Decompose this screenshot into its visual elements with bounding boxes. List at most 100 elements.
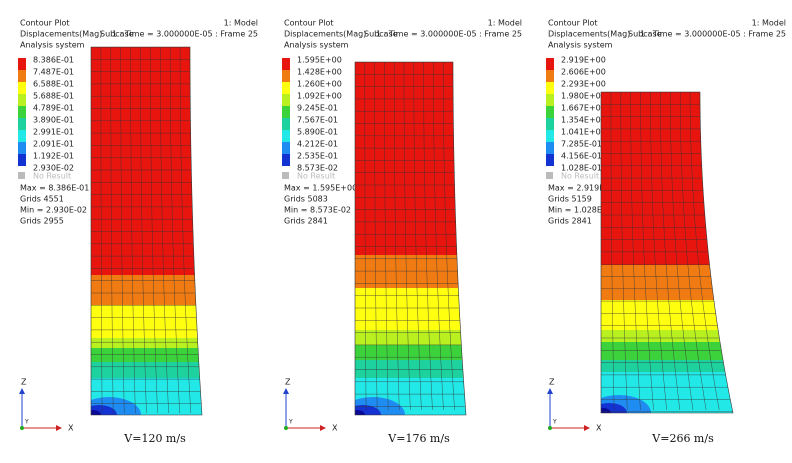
legend-swatch xyxy=(282,118,290,130)
legend-swatch xyxy=(546,106,554,118)
mesh-line xyxy=(364,62,367,411)
subcase: Subcase xyxy=(364,30,398,39)
stat: Grids 4551 xyxy=(20,195,64,204)
mesh-line xyxy=(170,47,180,414)
legend-label: 1.092E+00 xyxy=(297,92,342,101)
legend-swatch xyxy=(18,106,26,118)
legend-swatch xyxy=(282,154,290,166)
mesh-line xyxy=(179,47,191,414)
axis-x-head xyxy=(584,425,590,431)
contour-band xyxy=(601,92,733,266)
mesh-line xyxy=(384,62,389,411)
mesh-line xyxy=(433,62,444,411)
mesh-line xyxy=(640,92,654,411)
subcase: Subcase xyxy=(628,30,662,39)
mesh-line xyxy=(110,47,114,414)
legend-label: 4.156E-01 xyxy=(561,152,602,161)
result-type: Displacements(Mag) xyxy=(284,30,366,39)
mesh-line xyxy=(413,62,422,411)
axis-label-y: Y xyxy=(288,419,293,426)
legend-label: 2.930E-02 xyxy=(33,164,74,173)
system: Analysis system xyxy=(284,41,349,50)
mesh-line xyxy=(660,92,681,411)
stat: Grids 2841 xyxy=(284,217,328,226)
legend-label: 4.789E-01 xyxy=(33,104,74,113)
legend-swatch xyxy=(18,130,26,142)
axis-label-x: X xyxy=(332,424,338,433)
legend-label: 2.991E-01 xyxy=(33,128,74,137)
legend-label: 1.354E+00 xyxy=(561,116,606,125)
legend-swatch xyxy=(18,70,26,82)
axis-label-z: Z xyxy=(21,378,27,387)
legend-swatch xyxy=(546,94,554,106)
contour-band xyxy=(91,275,202,306)
legend-label: 1.428E+00 xyxy=(297,68,342,77)
legend-label: 2.091E-01 xyxy=(33,140,74,149)
contour-band xyxy=(91,338,202,349)
legend-swatch xyxy=(546,82,554,94)
stat: Min = 1.028E-01 xyxy=(548,206,615,215)
contour-band xyxy=(601,360,733,373)
contour-band xyxy=(355,345,466,361)
model-body xyxy=(91,47,202,415)
axis-label-x: X xyxy=(68,424,74,433)
legend-label: 9.245E-01 xyxy=(297,104,338,113)
legend-label: 7.487E-01 xyxy=(33,68,74,77)
legend-swatch xyxy=(282,142,290,154)
axis-origin xyxy=(20,426,24,430)
mesh-line xyxy=(403,62,411,411)
title: Contour Plot xyxy=(284,19,334,28)
panel: Contour Plot Displacements(Mag) Analysis s… xyxy=(18,19,258,445)
axis-label-z: Z xyxy=(285,378,291,387)
model: 1: Model xyxy=(488,19,522,28)
axis-x-head xyxy=(56,425,62,431)
no-result: No Result xyxy=(297,172,335,181)
axis-z-head xyxy=(19,388,25,394)
no-result: No Result xyxy=(561,172,599,181)
contour-band xyxy=(91,405,117,415)
axis-z-head xyxy=(283,388,289,394)
legend-label: 7.285E-01 xyxy=(561,140,602,149)
panel: Contour Plot Displacements(Mag) Analysis s… xyxy=(282,19,522,445)
mesh-line xyxy=(130,47,136,414)
stat: Max = 8.386E-01 xyxy=(20,184,89,193)
stat: Grids 5159 xyxy=(548,195,592,204)
title: Contour Plot xyxy=(548,19,598,28)
mesh-line xyxy=(630,92,641,411)
mesh-line xyxy=(689,92,720,411)
frame: 1 : Time = 3.000000E-05 : Frame 25 xyxy=(376,30,522,39)
axis-label-y: Y xyxy=(24,419,29,426)
legend-swatch xyxy=(282,94,290,106)
legend-swatch xyxy=(282,106,290,118)
contour-band xyxy=(91,305,202,339)
axis-origin xyxy=(284,426,288,430)
contour-band xyxy=(601,408,611,413)
legend-label: 1.041E+00 xyxy=(561,128,606,137)
axis-origin xyxy=(548,426,552,430)
mesh-line xyxy=(670,92,694,411)
legend-label: 6.588E-01 xyxy=(33,80,74,89)
legend-swatch xyxy=(282,58,290,70)
legend-swatch xyxy=(546,58,554,70)
model-body xyxy=(355,62,466,415)
panel: Contour Plot Displacements(Mag) Analysis s… xyxy=(546,19,786,445)
legend-label: 2.293E+00 xyxy=(561,80,606,89)
legend-label: 1.260E+00 xyxy=(297,80,342,89)
contour-band xyxy=(601,265,733,301)
mesh-line xyxy=(650,92,667,411)
contour-band xyxy=(355,62,466,256)
mesh-line xyxy=(140,47,147,414)
legend-swatch xyxy=(282,70,290,82)
axis-label-y: Y xyxy=(552,419,557,426)
result-type: Displacements(Mag) xyxy=(20,30,102,39)
contour-band xyxy=(355,255,466,289)
contour-band xyxy=(355,410,365,415)
contour-band xyxy=(355,330,466,346)
frame: 1 : Time = 3.000000E-05 : Frame 25 xyxy=(640,30,786,39)
title: Contour Plot xyxy=(20,19,70,28)
mesh-line xyxy=(394,62,400,411)
caption: V=120 m/s xyxy=(123,432,186,445)
legend-swatch xyxy=(18,58,26,70)
contour-band xyxy=(601,403,627,413)
